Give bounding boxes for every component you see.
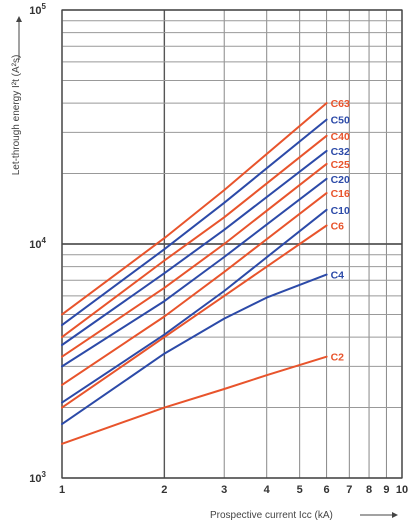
x-axis-label: Prospective current Icc (kA) — [210, 510, 333, 521]
series-line-c40 — [61, 134, 328, 339]
x-tick-label: 10 — [396, 484, 408, 496]
x-tick-label: 4 — [264, 484, 271, 496]
x-tick-label: 7 — [346, 484, 352, 496]
series-line-c6 — [61, 224, 328, 409]
x-tick-label: 6 — [324, 484, 330, 496]
series-label-c6: C6 — [331, 220, 345, 232]
series-label-c10: C10 — [331, 205, 350, 217]
axes — [61, 9, 403, 479]
series-label-c25: C25 — [331, 159, 350, 171]
x-tick-label: 9 — [383, 484, 389, 496]
series-line-c63 — [61, 102, 328, 316]
x-tick-label: 1 — [59, 484, 65, 496]
series-label-c32: C32 — [331, 146, 350, 158]
y-axis-label: Let-through energy I²t (A²s) — [11, 55, 22, 176]
series-line-c32 — [61, 149, 328, 346]
series-line-c4 — [61, 273, 328, 426]
series-label-c2: C2 — [331, 352, 345, 364]
series-line-c25 — [61, 162, 328, 358]
series-lines — [61, 102, 328, 445]
axis-titles: Prospective current Icc (kA) Let-through… — [11, 55, 333, 521]
series-label-c20: C20 — [331, 174, 350, 186]
grid — [61, 9, 403, 479]
y-axis-arrow-head — [16, 16, 22, 22]
x-tick-label: 3 — [221, 484, 227, 496]
series-line-c10 — [61, 208, 328, 404]
plot-frame — [61, 9, 403, 479]
series-line-c20 — [61, 177, 328, 368]
x-tick-label: 8 — [366, 484, 372, 496]
series-line-c2 — [61, 355, 328, 445]
series-label-c50: C50 — [331, 115, 350, 127]
series-label-c4: C4 — [331, 270, 345, 282]
x-tick-label: 5 — [297, 484, 303, 496]
series-label-c16: C16 — [331, 188, 350, 200]
y-tick-label: 103 — [29, 470, 46, 485]
series-line-c50 — [61, 118, 328, 327]
y-tick-label: 105 — [29, 2, 46, 17]
series-label-c40: C40 — [331, 131, 350, 143]
x-axis-arrow-head — [392, 512, 398, 518]
y-tick-label: 104 — [29, 236, 46, 251]
series-line-c16 — [61, 192, 328, 386]
series-label-c63: C63 — [331, 98, 350, 110]
x-tick-label: 2 — [161, 484, 167, 496]
tick-labels: 1 2 3 4 5 6 7 8 9 10 103 104 105 — [16, 2, 408, 518]
